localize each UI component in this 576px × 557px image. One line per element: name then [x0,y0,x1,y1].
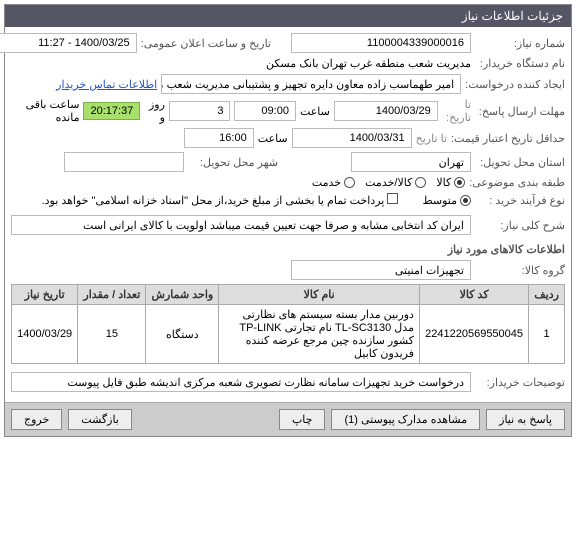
valid-label: حداقل تاریخ اعتبار قیمت: [451,132,565,145]
buyer-label: نام دستگاه خریدار: [475,57,565,70]
time-label-2: ساعت [258,132,288,145]
group-label: گروه کالا: [475,264,565,277]
reply-button[interactable]: پاسخ به نیاز [486,409,565,430]
radio-medium[interactable]: متوسط [422,194,471,207]
col-code: کد کالا [419,285,528,305]
footer-spacer [138,409,273,430]
radio-service[interactable]: خدمت [312,176,355,189]
footer-bar: پاسخ به نیاز مشاهده مدارک پیوستی (1) چاپ… [5,402,571,436]
cell-idx: 1 [529,305,565,364]
items-section-title: اطلاعات کالاهای مورد نیاز [11,243,565,256]
col-name: نام کالا [219,285,420,305]
buyer-note-label: توضیحات خریدار: [475,376,565,389]
back-button[interactable]: بازگشت [68,409,132,430]
city-field [64,152,184,172]
desc-label: شرح کلی نیاز: [475,219,565,232]
days-label: روز و [144,98,165,124]
creator-field: امیر طهماسب زاده معاون دایره تجهیز و پشت… [161,74,461,94]
cell-code: 2241220569550045 [419,305,528,364]
col-qty: تعداد / مقدار [78,285,146,305]
need-no-label: شماره نیاز: [475,37,565,50]
contact-link[interactable]: اطلاعات تماس خریدار [56,78,157,91]
days-field: 3 [169,101,231,121]
attachments-button[interactable]: مشاهده مدارک پیوستی (1) [331,409,480,430]
announce-label: تاریخ و ساعت اعلان عمومی: [141,37,271,50]
cell-qty: 15 [78,305,146,364]
pkg-label: طبقه بندی موضوعی: [469,176,565,189]
panel-body: شماره نیاز: 1100004339000016 تاریخ و ساع… [5,27,571,402]
time-label-1: ساعت [300,105,330,118]
cell-name: دوربین مدار بسته سیستم های نظارتی مدل TL… [219,305,420,364]
col-unit: واحد شمارش [146,285,219,305]
cell-unit: دستگاه [146,305,219,364]
radio-icon [344,177,355,188]
province-field: تهران [351,152,471,172]
reply-date-field: 1400/03/29 [334,101,438,121]
pkg-radio-group: کالا کالا/خدمت خدمت [312,176,465,189]
remaining-label: ساعت باقی مانده [11,98,79,124]
reply-deadline-label: مهلت ارسال پاسخ: [475,105,565,118]
items-table: ردیف کد کالا نام کالا واحد شمارش تعداد /… [11,284,565,364]
radio-goods-service[interactable]: کالا/خدمت [365,176,426,189]
main-panel: جزئیات اطلاعات نیاز شماره نیاز: 11000043… [4,4,572,437]
desc-field: ایران کد انتخابی مشابه و صرفا جهت تعیین … [11,215,471,235]
buyer-note-field: درخواست خرید تجهیزات سامانه نظارت تصویری… [11,372,471,392]
table-row: 1 2241220569550045 دوربین مدار بسته سیست… [12,305,565,364]
creator-label: ایجاد کننده درخواست: [465,78,565,91]
process-label: نوع فرآیند خرید : [475,194,565,207]
valid-time-field: 16:00 [184,128,254,148]
col-idx: ردیف [529,285,565,305]
countdown-badge: 20:17:37 [83,102,140,120]
radio-dot-icon [454,177,465,188]
panel-title: جزئیات اطلاعات نیاز [5,5,571,27]
city-label: شهر محل تحویل: [188,156,278,169]
radio-dot-icon [460,195,471,206]
province-label: استان محل تحویل: [475,156,565,169]
reply-time-field: 09:00 [234,101,296,121]
group-field: تجهیزات امنیتی [291,260,471,280]
radio-icon [415,177,426,188]
process-radio-group: متوسط [422,194,471,207]
treasury-checkbox[interactable] [387,193,398,204]
announce-field: 1400/03/25 - 11:27 [0,33,137,53]
valid-date-field: 1400/03/31 [292,128,412,148]
buyer-value: مدیریت شعب منطقه غرب تهران بانک مسکن [266,57,471,70]
print-button[interactable]: چاپ [279,409,326,430]
need-no-field: 1100004339000016 [291,33,471,53]
col-date: تاریخ نیاز [12,285,78,305]
until-label: تا تاریخ: [442,98,471,124]
table-header-row: ردیف کد کالا نام کالا واحد شمارش تعداد /… [12,285,565,305]
exit-button[interactable]: خروج [11,409,62,430]
treasury-label: پرداخت تمام یا بخشی از مبلغ خرید،از محل … [42,195,385,207]
radio-goods[interactable]: کالا [436,176,465,189]
valid-until-label: تا تاریخ [416,132,447,145]
cell-date: 1400/03/29 [12,305,78,364]
